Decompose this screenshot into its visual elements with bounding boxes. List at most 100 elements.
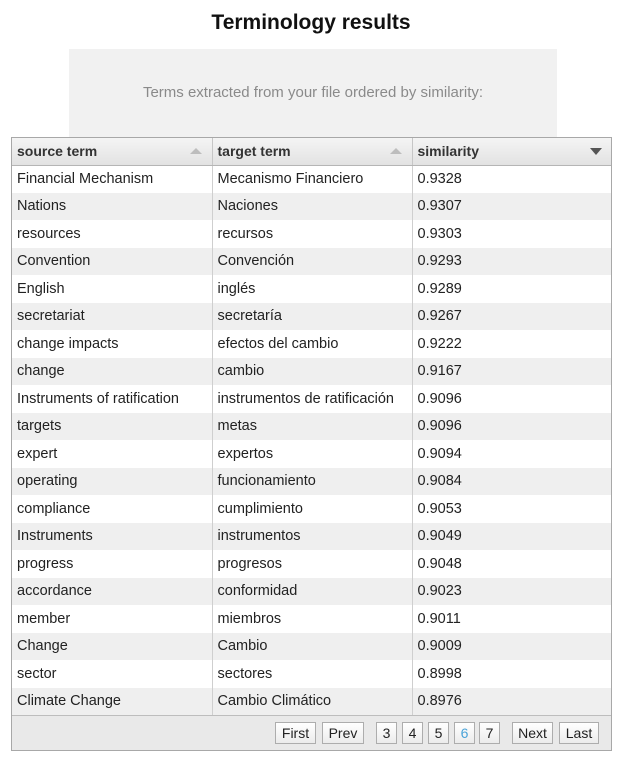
column-header-label: source term [17,143,98,160]
table-row[interactable]: resources recursos 0.9303 [12,220,611,248]
table-row[interactable]: progress progresos 0.9048 [12,550,611,578]
last-page-button[interactable]: Last [559,722,599,744]
table-row[interactable]: Instruments instrumentos 0.9049 [12,522,611,550]
table-row[interactable]: sector sectores 0.8998 [12,660,611,688]
table-row[interactable]: change impacts efectos del cambio 0.9222 [12,330,611,358]
table-row[interactable]: targets metas 0.9096 [12,412,611,440]
target-term-cell: Cambio [212,632,413,660]
column-header-label: target term [217,143,291,160]
target-term-cell: instrumentos de ratificación [212,385,413,413]
table-row[interactable]: secretariat secretaría 0.9267 [12,302,611,330]
table-row[interactable]: Instruments of ratification instrumentos … [12,385,611,413]
target-term-cell: recursos [212,220,413,248]
source-term-cell: English [12,275,213,303]
results-body: Financial Mechanism Mecanismo Financiero 0… [12,165,611,715]
similarity-cell: 0.9267 [412,302,611,330]
source-term-cell: Nations [12,192,213,220]
similarity-cell: 0.9289 [412,275,611,303]
header-row: source term target term similarity [12,138,611,166]
table-row[interactable]: member miembros 0.9011 [12,605,611,633]
similarity-cell: 0.9009 [412,632,611,660]
table-row[interactable]: Nations Naciones 0.9307 [12,192,611,220]
sort-arrow-up-icon [389,148,402,154]
source-term-cell: Change [12,632,213,660]
table-row[interactable]: Financial Mechanism Mecanismo Financiero 0… [12,165,611,193]
target-term-cell: metas [212,412,413,440]
source-term-cell: Convention [12,247,213,275]
source-term-cell: Climate Change [12,687,213,715]
target-term-cell: Convención [212,247,413,275]
target-term-cell: conformidad [212,577,413,605]
table-row[interactable]: accordance conformidad 0.9023 [12,577,611,605]
source-term-cell: Instruments [12,522,213,550]
similarity-cell: 0.9167 [412,357,611,385]
source-term-cell: member [12,605,213,633]
similarity-cell: 0.9096 [412,385,611,413]
similarity-cell: 0.9303 [412,220,611,248]
similarity-cell: 0.9222 [412,330,611,358]
source-term-cell: sector [12,660,213,688]
page-button-3[interactable]: 3 [376,722,397,744]
pagination-bar: First Prev 3 4 5 6 7 Next Last [12,715,611,750]
similarity-cell: 0.9049 [412,522,611,550]
column-header-source-term[interactable]: source term [12,138,213,166]
sort-arrow-down-icon [590,148,602,155]
similarity-cell: 0.9023 [412,577,611,605]
intro-panel: Terms extracted from your file ordered b… [69,49,557,137]
page-button-7[interactable]: 7 [479,722,500,744]
similarity-cell: 0.9293 [412,247,611,275]
target-term-cell: secretaría [212,302,413,330]
similarity-cell: 0.8998 [412,660,611,688]
target-term-cell: miembros [212,605,413,633]
target-term-cell: instrumentos [212,522,413,550]
source-term-cell: progress [12,550,213,578]
table-row[interactable]: Convention Convención 0.9293 [12,247,611,275]
page-title: Terminology results [211,11,411,34]
target-term-cell: efectos del cambio [212,330,413,358]
source-term-cell: change impacts [12,330,213,358]
intro-text: Terms extracted from your file ordered b… [142,84,484,101]
similarity-cell: 0.9096 [412,412,611,440]
target-term-cell: progresos [212,550,413,578]
table-row[interactable]: Climate Change Cambio Climático 0.8976 [12,687,611,715]
terminology-grid: source term target term similarity Finan… [11,137,612,751]
target-term-cell: cambio [212,357,413,385]
table-row[interactable]: English inglés 0.9289 [12,275,611,303]
table-row[interactable]: change cambio 0.9167 [12,357,611,385]
table-row[interactable]: operating funcionamiento 0.9084 [12,467,611,495]
similarity-cell: 0.9328 [412,165,611,193]
page-button-4[interactable]: 4 [402,722,423,744]
source-term-cell: change [12,357,213,385]
source-term-cell: secretariat [12,302,213,330]
table-row[interactable]: compliance cumplimiento 0.9053 [12,495,611,523]
table-row[interactable]: Change Cambio 0.9009 [12,632,611,660]
similarity-cell: 0.9084 [412,467,611,495]
target-term-cell: inglés [212,275,413,303]
results-table: source term target term similarity Finan… [12,138,611,715]
similarity-cell: 0.9053 [412,495,611,523]
source-term-cell: Instruments of ratification [12,385,213,413]
page-button-5[interactable]: 5 [428,722,449,744]
source-term-cell: expert [12,440,213,468]
similarity-cell: 0.8976 [412,687,611,715]
target-term-cell: Mecanismo Financiero [212,165,413,193]
target-term-cell: Naciones [212,192,413,220]
target-term-cell: funcionamiento [212,467,413,495]
next-page-button[interactable]: Next [512,722,553,744]
first-page-button[interactable]: First [275,722,316,744]
target-term-cell: expertos [212,440,413,468]
target-term-cell: cumplimiento [212,495,413,523]
column-header-similarity[interactable]: similarity [412,138,611,166]
similarity-cell: 0.9307 [412,192,611,220]
table-row[interactable]: expert expertos 0.9094 [12,440,611,468]
source-term-cell: operating [12,467,213,495]
similarity-cell: 0.9094 [412,440,611,468]
similarity-cell: 0.9048 [412,550,611,578]
column-header-label: similarity [417,143,479,160]
column-header-target-term[interactable]: target term [212,138,413,166]
page-button-6-current[interactable]: 6 [454,722,475,744]
sort-arrow-up-icon [189,148,202,154]
source-term-cell: targets [12,412,213,440]
target-term-cell: sectores [212,660,413,688]
prev-page-button[interactable]: Prev [322,722,364,744]
